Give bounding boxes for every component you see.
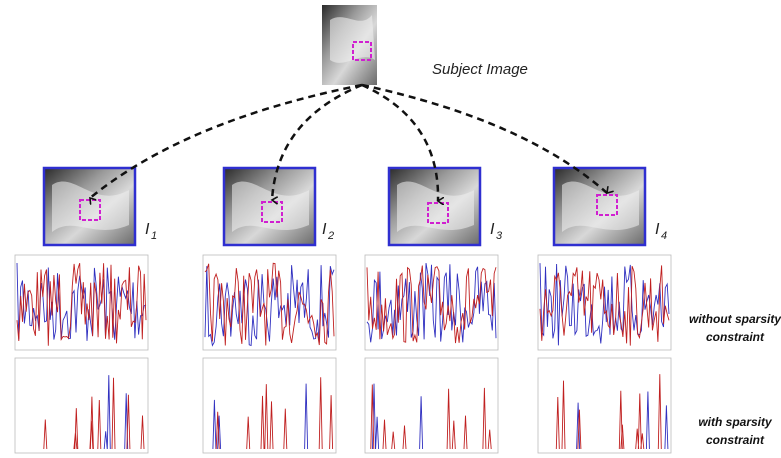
row-label: constraint [706,433,765,447]
atlas-subscript: 3 [496,230,503,242]
subject-image [322,5,377,85]
figure: Subject Image I1I2I3I4 without sparsityc… [0,0,781,458]
plot-frame [365,358,498,453]
atlas-label: I [655,221,660,238]
row-label: with sparsity [698,415,773,429]
atlas-label: I [145,221,150,238]
coefficient-plots [15,255,671,453]
row-label: constraint [706,330,765,344]
subject-label: Subject Image [432,61,528,78]
atlas-subscript: 4 [661,230,667,242]
atlas-label: I [322,221,327,238]
plot-frame [203,358,336,453]
atlas-label: I [490,221,495,238]
atlas-subscript: 1 [151,230,157,242]
row-labels: without sparsity constraint with sparsity c… [689,312,781,447]
atlas-subscript: 2 [327,230,334,242]
row-label: without sparsity [689,312,781,326]
